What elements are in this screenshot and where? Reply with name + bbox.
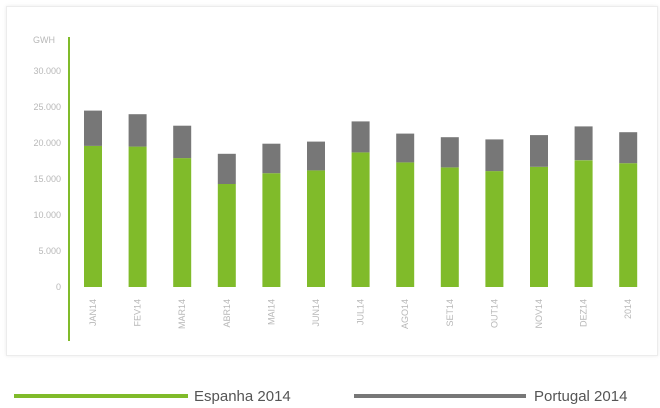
x-category-label: FEV14 — [133, 299, 143, 327]
x-category-label: OUT14 — [489, 299, 499, 328]
y-tick-label: 10.000 — [33, 210, 61, 220]
bar-segment-espanha — [530, 166, 548, 287]
y-tick-label: 30.000 — [33, 66, 61, 76]
y-axis-unit-label: GWH — [33, 35, 55, 45]
x-category-label: 2014 — [623, 299, 633, 319]
y-tick-label: 5.000 — [38, 246, 61, 256]
y-tick-label: 20.000 — [33, 138, 61, 148]
bar-segment-portugal — [440, 137, 459, 168]
x-category-label: AGO14 — [400, 299, 410, 329]
bar-segment-espanha — [440, 167, 459, 287]
bar-segment-portugal — [396, 133, 415, 163]
x-category-label: JUL14 — [356, 299, 366, 325]
stacked-bar-chart: GWH 30.000 25.000 20.000 15.000 10.000 5.000 0… — [33, 35, 638, 341]
bar-segment-portugal — [307, 141, 325, 171]
bar-segment-espanha — [217, 184, 236, 287]
bar-segment-portugal — [530, 135, 548, 167]
legend-swatch-espanha — [14, 394, 188, 398]
chart-card: GWH 30.000 25.000 20.000 15.000 10.000 5.000 0… — [6, 6, 658, 356]
x-category-label: MAI14 — [266, 299, 276, 325]
bar-segment-espanha — [351, 152, 370, 287]
x-category-label: JUN14 — [311, 299, 321, 327]
legend-item-portugal: Portugal 2014 — [354, 388, 654, 408]
y-axis-ticks: 30.000 25.000 20.000 15.000 10.000 5.000 0 — [33, 66, 61, 292]
bar-segment-portugal — [351, 121, 370, 153]
bar-segment-espanha — [128, 146, 147, 287]
x-category-label: ABR14 — [222, 299, 232, 328]
bar-segment-espanha — [574, 160, 593, 287]
legend: Espanha 2014 Portugal 2014 — [0, 370, 660, 406]
x-category-label: MAR14 — [177, 299, 187, 329]
bar-segment-espanha — [307, 170, 325, 287]
bar-segment-espanha — [262, 173, 281, 287]
bar-segment-espanha — [485, 171, 504, 287]
x-category-label: NOV14 — [534, 299, 544, 329]
bar-segment-portugal — [84, 110, 102, 146]
bar-segment-espanha — [619, 163, 638, 287]
y-tick-label: 0 — [56, 282, 61, 292]
legend-swatch-portugal — [354, 394, 526, 398]
x-category-label: DEZ14 — [579, 299, 589, 327]
bar-segment-portugal — [128, 114, 147, 147]
bar-segment-espanha — [396, 162, 415, 287]
y-tick-label: 25.000 — [33, 102, 61, 112]
x-category-label: JAN14 — [88, 299, 98, 326]
bar-segment-portugal — [485, 139, 504, 172]
x-axis-categories: JAN14 FEV14 MAR14 ABR14 MAI14 JUN14 JUL14 AGO14… — [88, 299, 633, 329]
bar-segment-portugal — [173, 125, 192, 159]
bar-segment-espanha — [173, 158, 192, 287]
y-tick-label: 15.000 — [33, 174, 61, 184]
bar-segment-portugal — [262, 143, 281, 174]
bars-group — [84, 110, 638, 287]
legend-item-espanha: Espanha 2014 — [14, 388, 324, 408]
bar-segment-portugal — [574, 126, 593, 161]
legend-label-espanha: Espanha 2014 — [194, 388, 291, 405]
bar-segment-espanha — [84, 145, 102, 287]
x-category-label: SET14 — [445, 299, 455, 327]
legend-label-portugal: Portugal 2014 — [534, 388, 628, 405]
bar-segment-portugal — [619, 132, 638, 164]
bar-segment-portugal — [217, 153, 236, 184]
